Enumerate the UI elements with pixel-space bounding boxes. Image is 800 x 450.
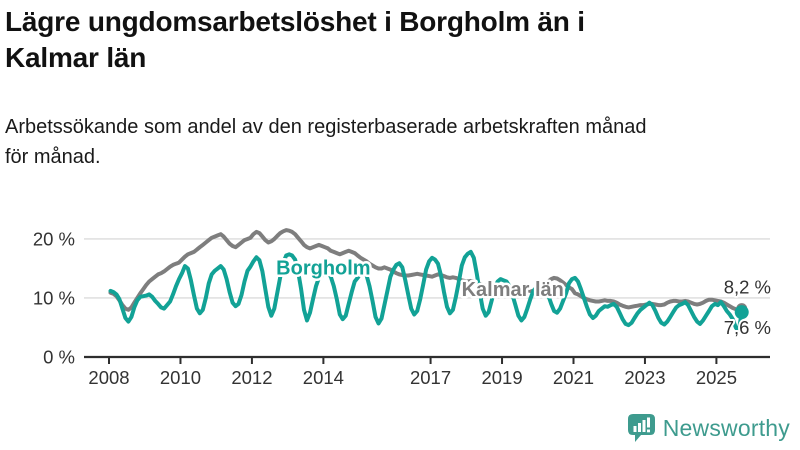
- chart-subtitle-line-1: Arbetssökande som andel av den registerb…: [5, 116, 647, 138]
- y-axis-tick-label: 0 %: [43, 347, 75, 368]
- newsworthy-logo-icon: [627, 414, 655, 442]
- x-axis-tick-label: 2017: [410, 367, 451, 388]
- chart-subtitle-line-2: för månad.: [5, 146, 101, 168]
- end-value-label: 7,6 %: [724, 317, 771, 338]
- series-label-borgholm: Borgholm: [276, 257, 370, 279]
- page-title: Lägre ungdomsarbetslöshet i Borgholm än …: [5, 4, 585, 76]
- page-title-line-2: Kalmar län: [5, 41, 147, 73]
- page-title-line-1: Lägre ungdomsarbetslöshet i Borgholm än …: [5, 6, 585, 37]
- y-axis-tick-label: 20 %: [33, 228, 75, 249]
- x-axis-tick-label: 2014: [303, 367, 344, 388]
- end-value-label: 8,2 %: [724, 276, 771, 297]
- series-label-kalmar-l-n: Kalmar län: [462, 279, 564, 301]
- x-axis-tick-label: 2010: [160, 367, 201, 388]
- newsworthy-brand-text: Newsworthy: [662, 414, 790, 441]
- newsworthy-logo: Newsworthy: [627, 413, 790, 443]
- line-chart-svg: 0 % 10 % 20 % 2008 2010 2012 2014 2017 2019 2021 2…: [33, 228, 773, 388]
- x-axis-tick-label: 2019: [481, 367, 522, 388]
- unemployment-line-chart: 0 % 10 % 20 % 2008 2010 2012 2014 2017 2019 2021 2…: [0, 200, 800, 400]
- series-end-dot: [734, 305, 749, 320]
- chart-subtitle: Arbetssökande som andel av den registerb…: [5, 112, 647, 172]
- series-line-borgholm: [108, 249, 744, 334]
- x-axis-tick-label: 2023: [624, 367, 665, 388]
- x-axis-tick-label: 2025: [696, 367, 737, 388]
- y-axis-tick-label: 10 %: [33, 287, 75, 308]
- x-axis-tick-label: 2012: [231, 367, 272, 388]
- x-axis-tick-label: 2008: [88, 367, 129, 388]
- x-axis-tick-label: 2021: [553, 367, 594, 388]
